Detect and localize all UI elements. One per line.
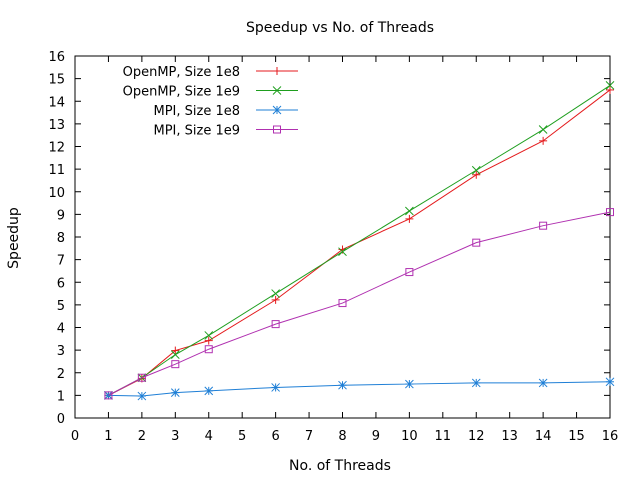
- data-point: [405, 206, 414, 216]
- x-tick-label: 12: [468, 429, 485, 444]
- legend-label: OpenMP, Size 1e9: [123, 85, 240, 100]
- data-point: [338, 380, 347, 390]
- data-point: [171, 360, 180, 369]
- legend-marker: [273, 67, 281, 75]
- x-tick-label: 11: [435, 429, 452, 444]
- y-axis-label: Speedup: [6, 207, 22, 269]
- y-tick-label: 6: [57, 276, 65, 291]
- legend-label: OpenMP, Size 1e8: [123, 65, 240, 80]
- y-tick-label: 2: [57, 367, 65, 382]
- series-line: [108, 211, 611, 396]
- y-tick-label: 8: [57, 231, 65, 246]
- x-tick-label: 5: [238, 429, 246, 444]
- data-point: [104, 391, 113, 400]
- data-point: [271, 295, 280, 304]
- x-axis-ticks: 0 1 2 3 4 5 6 7 8 9 10 11 12 13 14 15 16: [71, 56, 618, 444]
- data-point: [204, 386, 214, 396]
- y-tick-label: 11: [48, 163, 65, 178]
- x-tick-label: 2: [138, 429, 146, 444]
- x-tick-label: 16: [602, 429, 619, 444]
- x-tick-label: 4: [205, 429, 213, 444]
- data-point: [405, 214, 414, 223]
- y-tick-label: 13: [48, 118, 65, 133]
- data-point: [606, 208, 614, 217]
- x-tick-label: 1: [104, 429, 112, 444]
- data-point: [338, 299, 347, 308]
- legend-marker: [273, 125, 281, 134]
- x-tick-label: 0: [71, 429, 79, 444]
- data-point: [271, 289, 280, 298]
- x-tick-label: 6: [271, 429, 279, 444]
- y-tick-label: 5: [57, 299, 65, 314]
- series-1: [104, 85, 614, 400]
- legend-label: MPI, Size 1e8: [153, 104, 240, 119]
- data-point: [271, 383, 280, 392]
- data-point: [137, 373, 146, 382]
- data-point: [472, 170, 481, 179]
- data-point: [539, 136, 548, 145]
- data-point: [472, 238, 481, 247]
- series-line: [108, 89, 611, 396]
- x-axis-label: No. of Threads: [289, 458, 391, 474]
- data-point: [405, 379, 414, 389]
- legend-marker: [272, 86, 282, 95]
- y-tick-label: 4: [57, 322, 65, 337]
- data-point: [271, 320, 280, 329]
- x-tick-label: 15: [568, 429, 585, 444]
- x-tick-label: 14: [535, 429, 552, 444]
- y-tick-label: 1: [57, 389, 65, 404]
- y-tick-label: 7: [57, 254, 65, 269]
- legend: OpenMP, Size 1e8 OpenMP, Size 1e9 MPI, Siz…: [123, 65, 298, 139]
- series-line: [108, 381, 611, 397]
- data-point: [204, 336, 213, 345]
- data-point: [538, 125, 548, 134]
- x-tick-label: 9: [372, 429, 380, 444]
- data-point: [204, 331, 214, 340]
- y-tick-label: 3: [57, 344, 65, 359]
- data-point: [204, 345, 213, 354]
- data-point: [539, 221, 548, 230]
- x-tick-label: 10: [401, 429, 418, 444]
- data-point: [605, 81, 615, 90]
- data-point: [170, 350, 180, 360]
- series-line: [108, 84, 611, 396]
- y-tick-label: 16: [48, 50, 65, 65]
- x-tick-label: 8: [338, 429, 346, 444]
- series-3: [104, 377, 615, 401]
- data-point: [405, 268, 414, 277]
- data-point: [605, 377, 615, 387]
- data-point: [171, 346, 180, 355]
- data-point: [606, 85, 614, 94]
- data-point: [338, 247, 347, 257]
- y-tick-label: 0: [57, 412, 65, 427]
- data-point: [538, 378, 548, 388]
- x-tick-label: 7: [305, 429, 313, 444]
- data-point: [471, 165, 481, 175]
- data-point: [471, 378, 481, 388]
- y-tick-label: 14: [48, 95, 65, 110]
- data-point: [137, 391, 147, 401]
- series-layer: [104, 81, 615, 401]
- series-2: [104, 81, 615, 400]
- y-tick-label: 12: [48, 141, 65, 156]
- y-tick-label: 15: [48, 73, 65, 88]
- legend-label: MPI, Size 1e9: [153, 124, 240, 139]
- x-tick-label: 3: [171, 429, 179, 444]
- legend-marker: [272, 105, 282, 115]
- data-point: [170, 388, 180, 398]
- y-tick-label: 9: [57, 208, 65, 223]
- x-tick-label: 13: [501, 429, 518, 444]
- series-4: [104, 208, 614, 400]
- y-tick-label: 10: [48, 186, 65, 201]
- chart-title: Speedup vs No. of Threads: [246, 20, 434, 36]
